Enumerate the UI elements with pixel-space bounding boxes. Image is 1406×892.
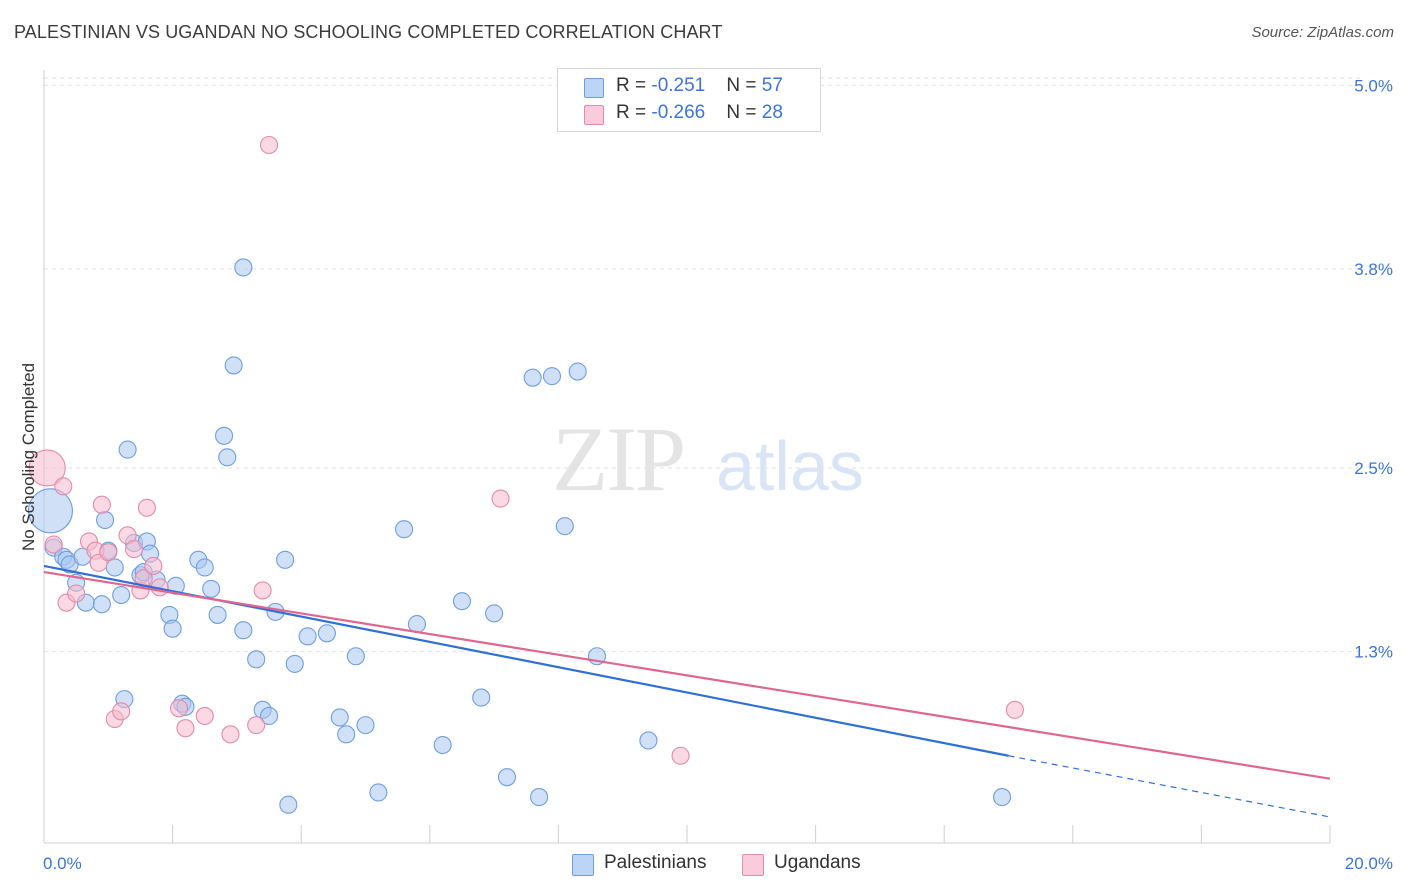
- bottom-legend-label: Ugandans: [774, 852, 861, 873]
- palestinian-point: [234, 258, 253, 277]
- palestinian-point: [163, 619, 182, 638]
- y-tick-label: 2.5%: [1354, 459, 1393, 478]
- palestinian-point: [530, 788, 549, 807]
- palestinian-point: [317, 624, 336, 643]
- palestinian-point: [112, 585, 131, 605]
- ugandan-point: [112, 702, 131, 721]
- bottom-legend-swatch-blue: [572, 854, 594, 876]
- y-tick-label: 1.3%: [1354, 643, 1393, 662]
- ugandan-point: [671, 746, 690, 765]
- watermark: ZIP atlas: [552, 408, 864, 510]
- x-tick-label: 20.0%: [1345, 854, 1393, 873]
- ugandan-point: [1005, 700, 1024, 719]
- ugandan-trend-line: [43, 570, 1331, 780]
- legend-r-label: R =: [616, 75, 652, 96]
- ugandan-point: [195, 706, 214, 726]
- palestinian-point: [218, 448, 237, 467]
- axes: [43, 70, 1331, 844]
- palestinian-point: [497, 768, 517, 787]
- palestinian-point: [993, 788, 1012, 807]
- palestinian-trend-extension: [1008, 755, 1331, 818]
- palestinian-point: [92, 595, 111, 614]
- y-tick-label: 5.0%: [1354, 76, 1393, 95]
- palestinian-point: [472, 688, 491, 707]
- palestinian-point: [276, 550, 295, 569]
- ugandan-point: [253, 581, 272, 600]
- bottom-legend-label: Palestinians: [604, 852, 707, 873]
- palestinian-point: [247, 650, 266, 669]
- palestinian-point: [118, 440, 137, 459]
- palestinian-point: [330, 708, 349, 727]
- palestinian-point: [208, 605, 227, 624]
- chart-title: PALESTINIAN VS UGANDAN NO SCHOOLING COMP…: [14, 22, 723, 42]
- ugandan-point: [124, 540, 144, 559]
- watermark-zip: ZIP: [552, 408, 684, 510]
- palestinian-point: [485, 604, 504, 623]
- palestinian-point: [452, 592, 472, 611]
- palestinian-point: [96, 510, 115, 530]
- palestinian-point: [433, 735, 452, 755]
- palestinian-point: [279, 795, 298, 814]
- palestinian-point: [369, 783, 388, 802]
- legend-n-value: 57: [761, 75, 783, 96]
- palestinian-point: [555, 517, 574, 536]
- palestinian-point: [337, 725, 356, 744]
- legend-r-label: R =: [616, 102, 652, 123]
- trend-lines: [43, 564, 1331, 818]
- legend-swatch-pink: [584, 105, 604, 125]
- palestinian-point: [195, 558, 214, 577]
- x-tick-label: 0.0%: [43, 854, 82, 873]
- ugandan-point: [54, 477, 73, 496]
- tick-labels: 1.3% 2.5% 3.8% 5.0% 0.0% 20.0%: [43, 76, 1393, 873]
- legend: R = -0.251 N = 57 R = -0.266 N = 28: [557, 68, 821, 132]
- palestinian-point: [285, 654, 304, 673]
- ugandan-point: [259, 135, 279, 155]
- ugandan-point: [92, 495, 111, 514]
- palestinian-point: [202, 579, 221, 598]
- palestinian-point: [27, 488, 73, 534]
- legend-swatch-blue: [584, 78, 604, 98]
- legend-r-value: -0.266: [651, 102, 706, 123]
- palestinian-point: [259, 706, 279, 726]
- ugandan-point: [221, 725, 240, 744]
- ugandan-point: [28, 449, 66, 487]
- palestinian-point: [224, 356, 243, 375]
- ugandan-point: [137, 498, 156, 517]
- palestinian-point: [234, 621, 253, 640]
- palestinian-point: [298, 627, 317, 646]
- data-points: [27, 135, 1024, 814]
- legend-n-value: 28: [761, 102, 783, 123]
- ugandan-point: [44, 535, 63, 554]
- y-tick-label: 3.8%: [1354, 260, 1393, 279]
- palestinian-point: [523, 368, 542, 387]
- palestinian-point: [105, 558, 124, 577]
- palestinian-point: [214, 426, 234, 445]
- ugandan-point: [67, 584, 86, 603]
- legend-r-value: -0.251: [651, 75, 706, 96]
- legend-n-label: N =: [726, 102, 762, 123]
- palestinian-point: [346, 647, 365, 666]
- palestinian-point: [639, 731, 658, 750]
- palestinian-point: [568, 362, 587, 381]
- ugandan-point: [491, 489, 510, 508]
- ugandan-point: [99, 543, 118, 562]
- source-credit: Source: ZipAtlas.com: [1251, 24, 1394, 41]
- palestinian-point: [395, 520, 414, 539]
- ugandan-point: [176, 719, 195, 738]
- palestinian-point: [542, 367, 562, 386]
- bottom-legend-swatch-pink: [742, 854, 764, 876]
- ugandan-point: [247, 716, 266, 735]
- ugandan-point: [134, 569, 153, 588]
- palestinian-point: [356, 716, 375, 735]
- ugandan-point: [169, 699, 189, 718]
- watermark-atlas: atlas: [716, 427, 864, 505]
- y-axis-label: No Schooling Completed: [19, 363, 38, 551]
- ugandan-point: [144, 556, 163, 575]
- legend-n-label: N =: [726, 75, 762, 96]
